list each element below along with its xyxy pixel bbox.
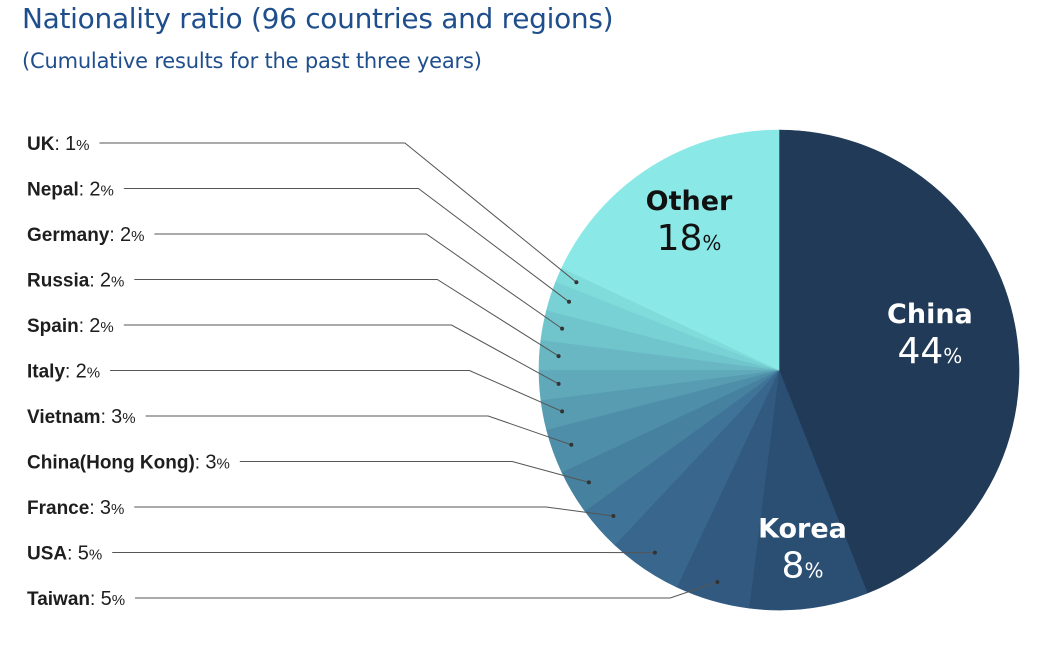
- leader-line-taiwan: [135, 581, 718, 599]
- slice-china: [778, 129, 1020, 594]
- leader-line-vietnam: [145, 415, 572, 446]
- leader-line-france: [134, 506, 614, 517]
- leader-dot-taiwan: [715, 580, 720, 584]
- slice-name-korea: Korea: [758, 514, 847, 545]
- leader-line-china-hong-kong: [239, 461, 590, 483]
- leader-line-russia: [134, 279, 559, 357]
- leader-dot-italy: [560, 409, 565, 414]
- leader-line-spain: [123, 324, 559, 385]
- leader-dot-china-hong-kong: [586, 480, 591, 485]
- leader-line-uk: [99, 142, 577, 283]
- chart-title: Nationality ratio (96 countries and regi…: [22, 2, 614, 35]
- outside-label-france: France: 3%: [27, 497, 124, 519]
- slice-name-other: Other: [646, 186, 733, 217]
- outside-label-usa: USA: 5%: [27, 543, 102, 565]
- leader-dot-spain: [556, 381, 561, 386]
- slice-korea: [748, 369, 868, 611]
- outside-label-italy: Italy: 2%: [27, 361, 100, 383]
- outside-label-nepal: Nepal: 2%: [27, 179, 114, 201]
- outside-label-germany: Germany: 2%: [27, 224, 144, 246]
- leader-dot-uk: [574, 280, 579, 285]
- chart-subtitle: (Cumulative results for the past three y…: [22, 49, 482, 73]
- outside-label-spain: Spain: 2%: [27, 315, 114, 337]
- outside-label-vietnam: Vietnam: 3%: [27, 406, 136, 428]
- outside-label-russia: Russia: 2%: [27, 270, 124, 292]
- leader-dot-russia: [556, 354, 561, 359]
- leader-line-germany: [154, 233, 563, 330]
- slice-other: [561, 129, 780, 371]
- outside-label-uk: UK: 1%: [27, 133, 89, 155]
- leader-dot-nepal: [567, 299, 571, 304]
- outside-label-taiwan: Taiwan: 5%: [27, 588, 125, 610]
- leader-dot-france: [611, 514, 616, 518]
- slice-value-china: 44%: [897, 331, 962, 372]
- leader-dot-germany: [560, 326, 565, 331]
- slice-name-china: China: [887, 299, 973, 330]
- outside-label-china-hong-kong: China(Hong Kong): 3%: [27, 452, 230, 474]
- leader-dot-vietnam: [569, 442, 574, 447]
- leader-line-italy: [110, 370, 563, 412]
- pie-slices: [538, 129, 1020, 611]
- leader-lines: [99, 142, 720, 599]
- leader-line-nepal: [123, 188, 570, 303]
- leader-dot-usa: [652, 550, 657, 555]
